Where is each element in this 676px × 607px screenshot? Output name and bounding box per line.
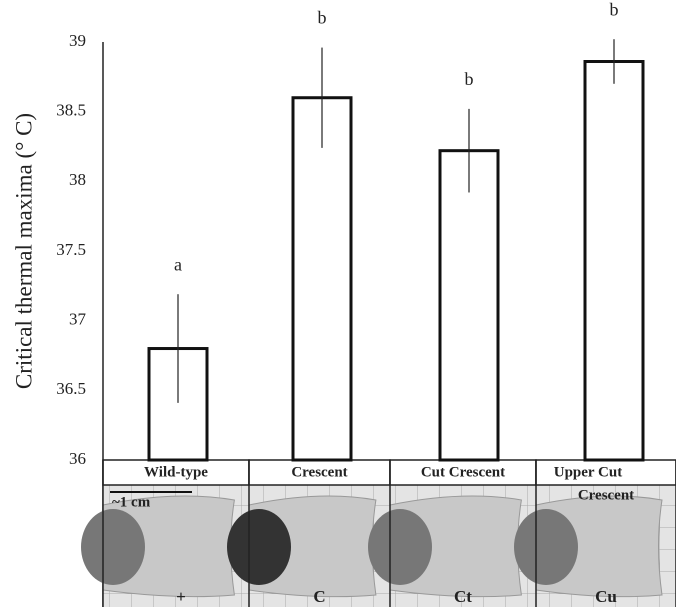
fish-body bbox=[368, 509, 432, 585]
y-tick-label: 37 bbox=[69, 310, 87, 329]
y-tick-label: 36.5 bbox=[56, 379, 86, 398]
bar bbox=[438, 149, 500, 462]
scale-label: ~1 cm bbox=[112, 494, 151, 510]
significance-label: a bbox=[174, 254, 182, 274]
photo-code: C bbox=[313, 587, 325, 606]
photo-code: Cu bbox=[595, 587, 617, 606]
photo-panel: Wild-type + Crescent C Cut Crescent Ct Upper C… bbox=[81, 459, 676, 607]
y-tick-label: 38.5 bbox=[56, 101, 86, 120]
y-tick-label: 38 bbox=[69, 170, 86, 189]
photo-code: + bbox=[176, 587, 186, 606]
header-box bbox=[535, 459, 676, 486]
x-tick-label: Upper Cut bbox=[554, 464, 622, 480]
significance-label: b bbox=[610, 0, 619, 19]
photo-code: Ct bbox=[454, 587, 472, 606]
fish-body bbox=[227, 509, 291, 585]
fish-body bbox=[81, 509, 145, 585]
bar bbox=[291, 96, 353, 462]
x-tick-label: Wild-type bbox=[144, 464, 208, 480]
significance-label: b bbox=[465, 69, 474, 89]
x-tick-label: Crescent bbox=[291, 464, 347, 480]
y-axis-label: Critical thermal maxima (° C) bbox=[11, 113, 36, 389]
significance-label: b bbox=[318, 8, 327, 28]
x-tick-label: Cut Crescent bbox=[421, 464, 505, 480]
bar bbox=[583, 60, 645, 462]
fish-body bbox=[514, 509, 578, 585]
y-tick-label: 39 bbox=[69, 31, 86, 50]
photo-extra-label: Crescent bbox=[578, 487, 634, 503]
y-tick-label: 36 bbox=[69, 449, 86, 468]
y-tick-label: 37.5 bbox=[56, 240, 86, 259]
